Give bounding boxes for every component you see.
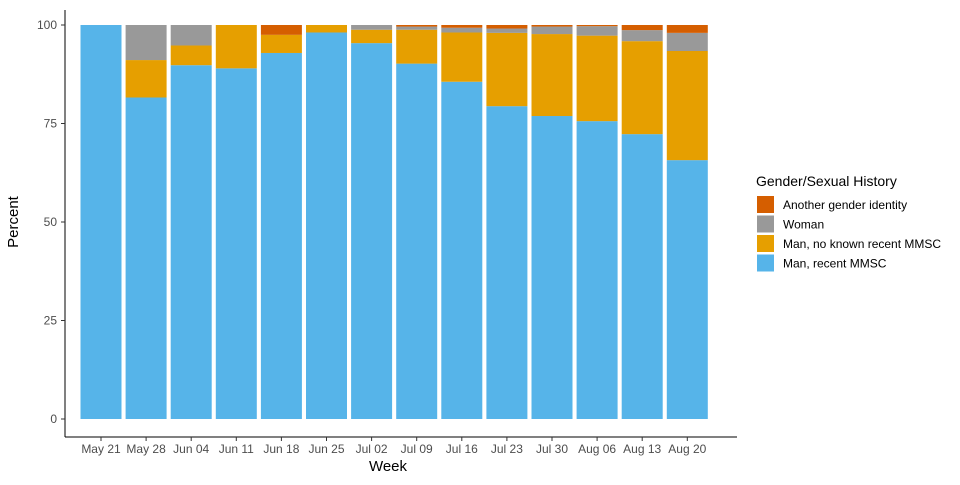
bar-segment [306, 32, 347, 420]
legend-swatch [757, 235, 774, 252]
bar-segment [486, 32, 528, 107]
legend-label: Man, recent MMSC [783, 257, 887, 271]
bar-segment [621, 30, 663, 42]
bar-segment [80, 25, 122, 419]
bar-segment [441, 25, 483, 28]
bar-segment [351, 29, 393, 44]
bar-segment [441, 32, 483, 82]
bar-segment [396, 63, 438, 419]
x-tick-label: Jul 09 [401, 442, 433, 456]
bar-segment [351, 25, 393, 30]
bar-segment [260, 52, 302, 419]
bar-segment [621, 134, 663, 419]
x-tick-label: May 28 [126, 442, 166, 456]
x-tick-label: Jun 18 [263, 442, 299, 456]
y-tick-label: 25 [44, 314, 58, 328]
bar-segment [351, 43, 393, 420]
legend-title: Gender/Sexual History [756, 173, 897, 189]
x-ticks: May 21 May 28 Jun 04 Jun 11 Jun 18 Jun 25 Jul … [81, 437, 707, 456]
bar-segment [621, 25, 663, 31]
bar-segment [441, 27, 483, 33]
legend-swatch [757, 196, 774, 213]
bar-segment [486, 25, 528, 29]
bar-segment [486, 106, 528, 419]
bar-segment [666, 51, 708, 161]
bar-segment [666, 32, 708, 52]
x-tick-label: Jun 04 [173, 442, 209, 456]
legend-label: Man, no known recent MMSC [783, 237, 941, 251]
bar-segment [396, 26, 438, 30]
legend: Gender/Sexual History Another gender ide… [756, 173, 941, 272]
bar-segment [170, 65, 212, 420]
bar-segment [576, 25, 618, 27]
bar-segment [576, 26, 618, 36]
bar-segment [621, 41, 663, 135]
bar-segment [666, 160, 708, 419]
y-tick-label: 50 [44, 215, 58, 229]
bar-segment [215, 68, 257, 419]
x-tick-label: Aug 06 [578, 442, 616, 456]
x-axis-label: Week [369, 458, 408, 475]
x-tick-label: Aug 20 [668, 442, 706, 456]
legend-label: Another gender identity [783, 198, 907, 212]
bar-segment [306, 25, 347, 33]
bar-segment [170, 25, 212, 46]
bar-segment [215, 25, 257, 69]
legend-swatch [757, 215, 774, 233]
bar-segment [125, 60, 167, 98]
bar-segment [531, 34, 573, 117]
y-axis-label: Percent [5, 195, 22, 248]
x-tick-label: Jun 25 [308, 442, 344, 456]
bar-segment [531, 25, 573, 27]
bar-segment [441, 81, 483, 420]
bar-segment [125, 25, 167, 61]
x-tick-label: Jul 23 [491, 442, 523, 456]
bar-segment [531, 116, 573, 419]
bar-segment [486, 28, 528, 33]
x-tick-label: Jul 30 [536, 442, 568, 456]
bar-segment [576, 121, 618, 420]
bar-segment [396, 25, 438, 27]
bar-segment [396, 29, 438, 64]
x-tick-label: Aug 13 [623, 442, 661, 456]
bar-segment [125, 97, 167, 419]
bar-segment [531, 26, 573, 35]
bar-segment [576, 35, 618, 122]
bar-segment [170, 45, 212, 66]
bars-group [80, 25, 708, 420]
bar-segment [260, 34, 302, 53]
y-ticks: 0 25 50 75 100 [37, 18, 65, 426]
legend-label: Woman [783, 218, 824, 232]
bar-segment [666, 25, 708, 33]
x-tick-label: May 21 [81, 442, 121, 456]
x-tick-label: Jul 16 [446, 442, 478, 456]
x-tick-label: Jul 02 [356, 442, 388, 456]
legend-swatch [757, 254, 774, 272]
x-tick-label: Jun 11 [219, 442, 254, 456]
y-tick-label: 100 [37, 18, 57, 32]
y-tick-label: 0 [50, 412, 57, 426]
bar-segment [260, 25, 302, 35]
y-tick-label: 75 [44, 117, 58, 131]
